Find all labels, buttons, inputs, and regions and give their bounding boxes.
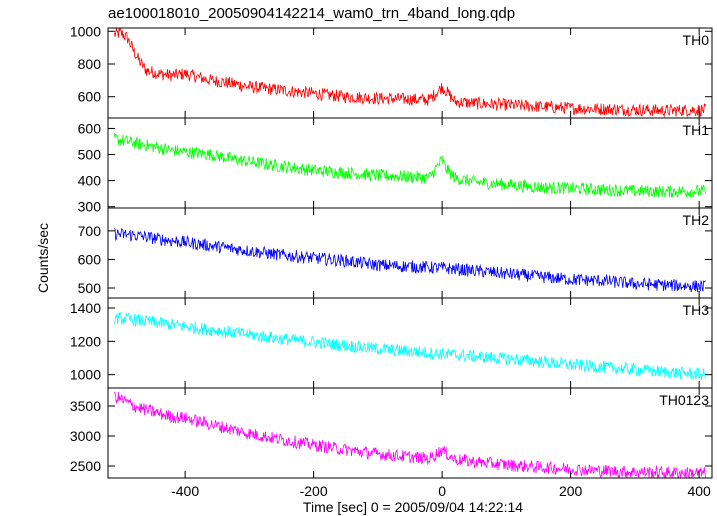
series-th2-line xyxy=(114,228,706,293)
x-tick-label: 0 xyxy=(438,483,446,499)
x-axis: -400 -200 0 200 400 xyxy=(171,483,711,499)
panel-th0123: 2500 3000 3500 TH0123 xyxy=(70,387,713,479)
panel-frame xyxy=(107,207,713,299)
y-tick-label: 400 xyxy=(78,173,102,189)
y-tick-label: 500 xyxy=(78,280,102,296)
panel-label: TH1 xyxy=(683,122,710,138)
panel-th3: 1000 1200 1400 TH3 xyxy=(70,297,713,389)
y-tick-label: 700 xyxy=(78,223,102,239)
y-tick-label: 3500 xyxy=(70,398,101,414)
y-tick-label: 2500 xyxy=(70,458,101,474)
x-axis-label: Time [sec] 0 = 2005/09/04 14:22:14 xyxy=(303,499,523,515)
y-tick-label: 3000 xyxy=(70,428,101,444)
y-axis-label: Counts/sec xyxy=(35,223,51,293)
y-tick-label: 600 xyxy=(78,120,102,136)
series-th1-line xyxy=(114,133,706,198)
y-tick-label: 500 xyxy=(78,147,102,163)
y-tick-label: 1400 xyxy=(70,300,101,316)
panel-label: TH0123 xyxy=(659,392,709,408)
x-tick-label: -400 xyxy=(171,483,199,499)
series-th0123-line xyxy=(114,391,706,478)
x-tick-label: 200 xyxy=(559,483,583,499)
y-tick-label: 1200 xyxy=(70,333,101,349)
y-tick-label: 300 xyxy=(78,199,102,215)
y-tick-label: 600 xyxy=(78,251,102,267)
panel-label: TH0 xyxy=(683,32,710,48)
y-tick-label: 1000 xyxy=(70,367,101,383)
y-tick-label: 800 xyxy=(78,56,102,72)
panel-th1: 300 400 500 600 TH1 xyxy=(78,117,713,215)
panel-frame xyxy=(107,297,713,389)
panel-th0: 600 800 1000 TH0 xyxy=(70,23,713,119)
series-th0-line xyxy=(114,28,706,118)
panel-label: TH2 xyxy=(683,212,710,228)
x-tick-label: -200 xyxy=(300,483,328,499)
y-tick-label: 600 xyxy=(78,89,102,105)
panel-frame xyxy=(107,387,713,479)
panel-label: TH3 xyxy=(683,302,710,318)
panels-group: 600 800 1000 TH0 300 400 500 600 TH1 500 600 700 TH2… xyxy=(70,23,713,479)
panel-frame xyxy=(107,27,713,119)
x-tick-label: 400 xyxy=(687,483,711,499)
panel-th2: 500 600 700 TH2 xyxy=(78,207,713,299)
series-th3-line xyxy=(114,311,706,381)
y-tick-label: 1000 xyxy=(70,23,101,39)
chart-title: ae100018010_20050904142214_wam0_trn_4ban… xyxy=(108,5,515,22)
